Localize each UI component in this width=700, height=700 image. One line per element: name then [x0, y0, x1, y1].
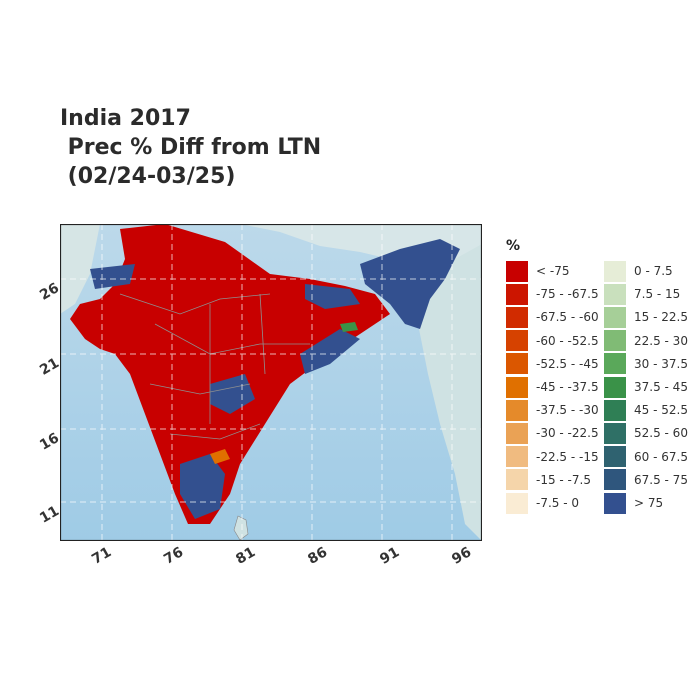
- legend-item: 52.5 - 60: [604, 422, 688, 444]
- terrain-west: [60, 224, 100, 314]
- legend-swatch: [604, 399, 626, 421]
- legend-label: -15 - -7.5: [536, 472, 591, 487]
- y-tick-label: 26: [37, 280, 62, 304]
- x-tick-label: 81: [233, 544, 259, 568]
- legend-item: 45 - 52.5: [604, 399, 688, 421]
- legend-item: -60 - -52.5: [506, 330, 599, 352]
- y-tick-label: 16: [37, 430, 62, 454]
- legend-swatch: [506, 376, 528, 398]
- legend-label: 0 - 7.5: [634, 264, 673, 278]
- wet-patch-east: [300, 329, 360, 374]
- legend-label: -60 - -52.5: [536, 333, 599, 348]
- state-borders: [119, 293, 310, 440]
- legend-item: -52.5 - -45: [506, 353, 599, 375]
- legend-swatch: [506, 283, 528, 305]
- transition-patch-2: [340, 322, 358, 332]
- legend-item: 15 - 22.5: [604, 306, 688, 328]
- legend-swatch: [604, 469, 626, 491]
- legend-item: 37.5 - 45: [604, 376, 688, 398]
- legend-label: 67.5 - 75: [634, 472, 688, 487]
- x-tick-label: 91: [377, 544, 403, 568]
- x-tick-label: 71: [89, 544, 115, 568]
- legend-label: 37.5 - 45: [634, 380, 688, 394]
- legend-label: -7.5 - 0: [536, 496, 580, 510]
- legend-item: -7.5 - 0: [506, 492, 579, 514]
- legend-swatch: [506, 446, 528, 468]
- legend-swatch: [506, 260, 528, 282]
- y-tick-label: 11: [37, 503, 62, 527]
- legend: % < -75 -75 - -67.5 -67.5 - -60 -60 - -52.5…: [506, 238, 696, 528]
- legend-swatch: [506, 353, 528, 375]
- legend-swatch: [604, 422, 626, 444]
- legend-label: 30 - 37.5: [634, 356, 688, 371]
- legend-item: -37.5 - -30: [506, 399, 599, 421]
- legend-swatch: [604, 446, 626, 468]
- y-tick-label: 21: [37, 355, 62, 379]
- map-frame: [60, 224, 482, 541]
- legend-title: %: [506, 238, 521, 254]
- wet-patch-north: [90, 264, 135, 289]
- legend-item: 67.5 - 75: [604, 469, 688, 491]
- wet-patch-central: [210, 374, 255, 414]
- legend-item: < -75: [506, 260, 569, 282]
- legend-swatch: [506, 306, 528, 328]
- x-tick-label: 96: [449, 544, 475, 568]
- legend-swatch: [604, 492, 626, 514]
- map-panel: [60, 224, 482, 541]
- legend-swatch: [506, 469, 528, 491]
- legend-swatch: [604, 260, 626, 282]
- legend-label: 22.5 - 30: [634, 333, 688, 348]
- legend-swatch: [506, 330, 528, 352]
- legend-label: -75 - -67.5: [536, 287, 599, 302]
- legend-label: 15 - 22.5: [634, 310, 688, 325]
- x-tick-label: 86: [305, 544, 331, 568]
- legend-label: < -75: [536, 264, 570, 278]
- legend-item: -75 - -67.5: [506, 283, 599, 305]
- legend-swatch: [604, 376, 626, 398]
- legend-item: -45 - -37.5: [506, 376, 599, 398]
- legend-label: 7.5 - 15: [634, 287, 681, 302]
- legend-label: > 75: [634, 496, 664, 510]
- legend-item: 22.5 - 30: [604, 330, 688, 352]
- legend-label: -30 - -22.5: [536, 426, 599, 441]
- terrain-north: [60, 224, 482, 294]
- northeast-region: [360, 239, 460, 329]
- legend-item: -67.5 - -60: [506, 306, 599, 328]
- terrain-east: [410, 244, 482, 541]
- legend-label: -52.5 - -45: [536, 356, 599, 371]
- wet-patch-ne-plains: [305, 284, 360, 309]
- legend-item: 0 - 7.5: [604, 260, 673, 282]
- x-tick-label: 76: [161, 544, 187, 568]
- legend-item: 7.5 - 15: [604, 283, 680, 305]
- chart-title: India 2017 Prec % Diff from LTN (02/24-0…: [60, 106, 322, 189]
- transition-patch-1: [210, 449, 230, 464]
- legend-label: 60 - 67.5: [634, 449, 688, 464]
- wet-patch-south: [180, 454, 225, 519]
- legend-item: -30 - -22.5: [506, 422, 599, 444]
- legend-swatch: [506, 492, 528, 514]
- legend-label: 45 - 52.5: [634, 403, 688, 418]
- legend-item: -15 - -7.5: [506, 469, 591, 491]
- legend-swatch: [604, 330, 626, 352]
- legend-swatch: [604, 283, 626, 305]
- legend-item: 60 - 67.5: [604, 446, 688, 468]
- legend-item: > 75: [604, 492, 663, 514]
- legend-label: -37.5 - -30: [536, 403, 599, 418]
- legend-item: 30 - 37.5: [604, 353, 688, 375]
- legend-label: -45 - -37.5: [536, 380, 599, 394]
- graticule: [60, 224, 482, 541]
- legend-swatch: [506, 422, 528, 444]
- legend-label: -67.5 - -60: [536, 310, 599, 325]
- sri-lanka: [233, 515, 249, 541]
- legend-item: -22.5 - -15: [506, 446, 599, 468]
- legend-swatch: [604, 306, 626, 328]
- legend-swatch: [506, 399, 528, 421]
- legend-swatch: [604, 353, 626, 375]
- legend-label: -22.5 - -15: [536, 449, 599, 464]
- legend-label: 52.5 - 60: [634, 426, 688, 441]
